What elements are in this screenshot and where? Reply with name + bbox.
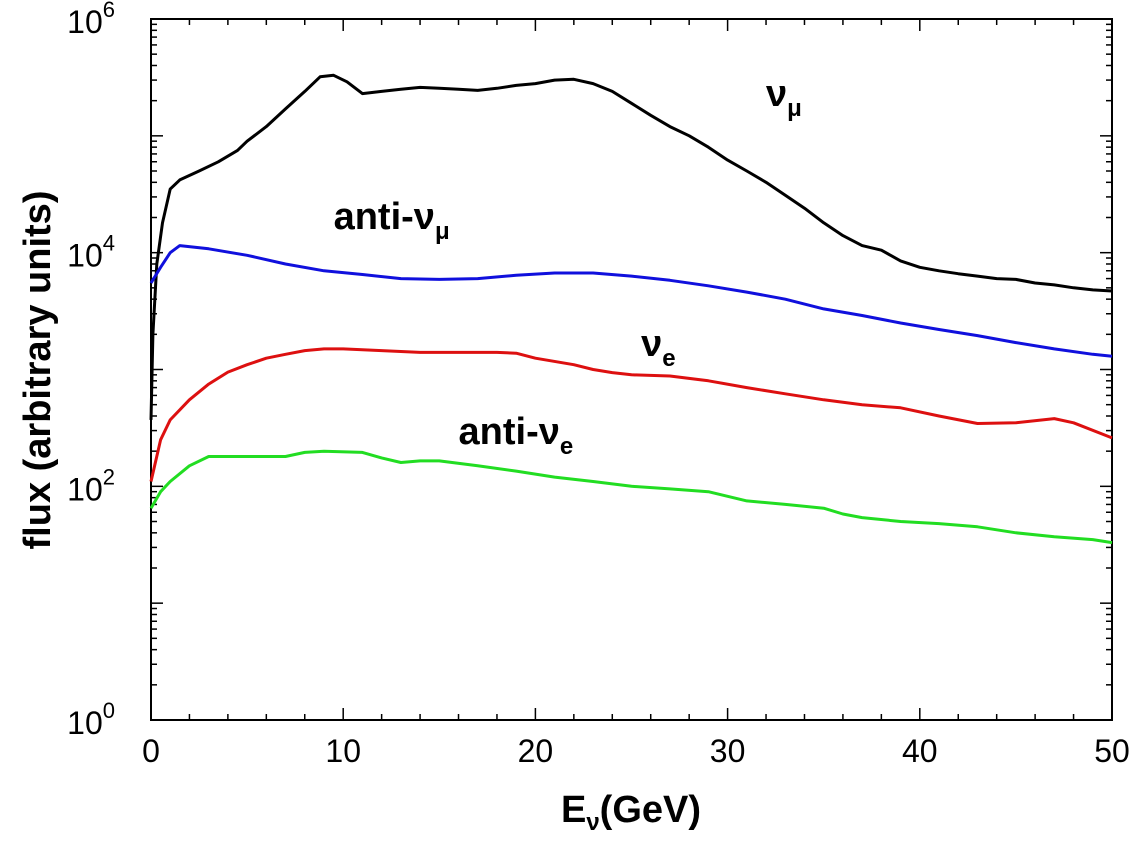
series-label-0: νμ <box>766 73 802 122</box>
x-tick-label: 0 <box>142 733 160 769</box>
series-line-2 <box>149 347 1113 482</box>
series-lines <box>149 73 1113 545</box>
y-tick-label: 104 <box>67 231 115 274</box>
x-axis-title: Eν(GeV) <box>561 789 701 836</box>
series-line-0 <box>149 73 1113 420</box>
y-tick-label: 102 <box>67 464 115 507</box>
plot-frame <box>150 18 1113 721</box>
y-axis-title: flux (arbitrary units) <box>17 191 59 550</box>
series-label-2: νe <box>641 323 676 372</box>
x-tick-label: 20 <box>518 733 554 769</box>
x-tick-label: 10 <box>325 733 361 769</box>
series-labels: νμ anti-νμ νe anti-νe <box>334 73 802 460</box>
series-line-3 <box>149 449 1113 545</box>
y-tick-label: 100 <box>67 698 115 741</box>
axis-ticks <box>150 19 1113 721</box>
x-tick-label: 30 <box>710 733 746 769</box>
tick-labels: 0 10 20 30 40 50 100 102 104 106 <box>67 0 1130 769</box>
series-label-3: anti-νe <box>459 411 574 460</box>
y-tick-label: 106 <box>67 0 115 40</box>
x-tick-label: 40 <box>902 733 938 769</box>
series-label-1: anti-νμ <box>334 196 450 245</box>
x-tick-label: 50 <box>1094 733 1130 769</box>
series-line-1 <box>149 244 1113 358</box>
